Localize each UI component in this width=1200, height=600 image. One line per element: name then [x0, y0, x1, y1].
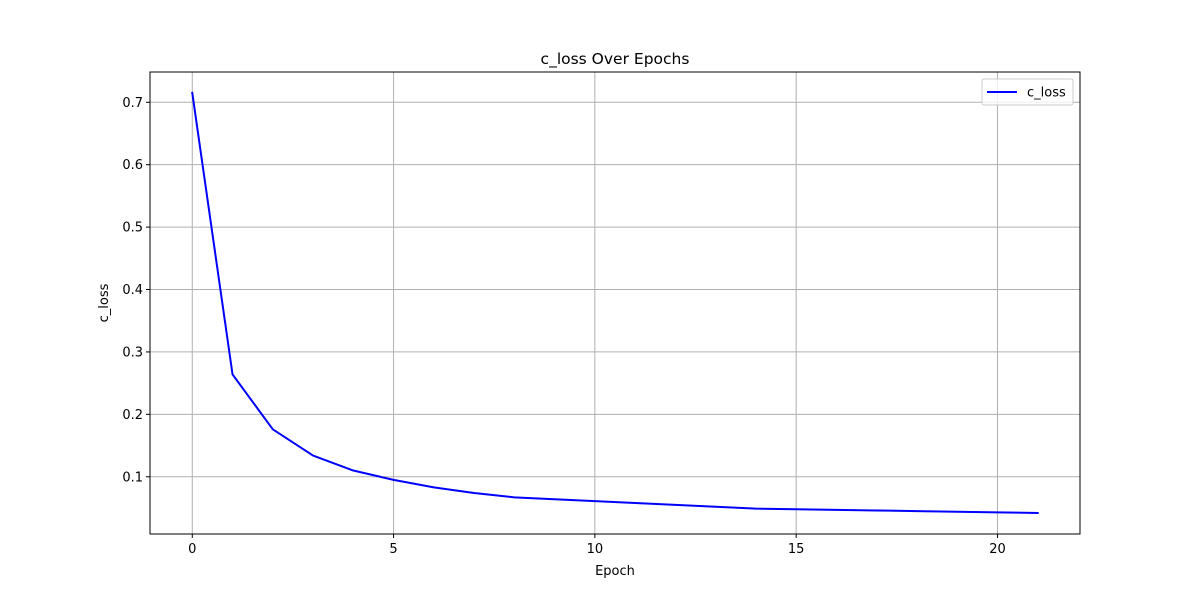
plot-area — [150, 72, 1080, 534]
legend: c_loss — [981, 78, 1074, 106]
y-axis-label: c_loss — [97, 283, 112, 322]
axis-ticks: 0 5 10 15 20 0.1 0.2 0.3 0.4 0.5 0.6 0.7 — [122, 96, 1005, 557]
plot-frame — [149, 71, 1081, 535]
legend-label-c-loss: c_loss — [1027, 86, 1066, 101]
y-tick-label: 0.5 — [122, 221, 143, 236]
y-tick-label: 0.6 — [122, 158, 143, 173]
x-tick-label: 15 — [788, 542, 805, 557]
series-line-c-loss — [191, 91, 1039, 514]
chart-title: c_loss Over Epochs — [541, 50, 690, 69]
series-lines — [191, 91, 1039, 514]
y-tick-label: 0.7 — [122, 96, 143, 111]
x-axis-label: Epoch — [595, 564, 635, 579]
y-tick-label: 0.3 — [122, 345, 143, 360]
legend-box — [981, 78, 1074, 106]
x-tick-label: 0 — [188, 542, 196, 557]
x-tick-label: 5 — [389, 542, 397, 557]
grid-lines — [150, 72, 1080, 534]
x-tick-label: 20 — [989, 542, 1006, 557]
y-tick-label: 0.4 — [122, 283, 143, 298]
x-tick-label: 10 — [587, 542, 604, 557]
y-tick-label: 0.1 — [122, 470, 143, 485]
y-tick-label: 0.2 — [122, 408, 143, 423]
